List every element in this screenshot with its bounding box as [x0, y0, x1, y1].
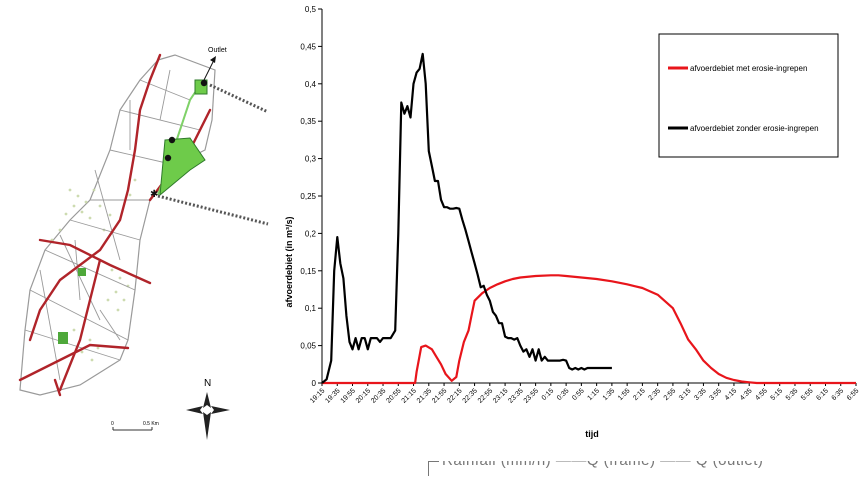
y-axis-label: afvoerdebiet (in m³/s) [284, 216, 294, 307]
compass-icon [186, 392, 230, 440]
y-tick-label: 0,3 [305, 155, 317, 164]
x-tick-label: 19:15 [309, 387, 326, 404]
x-tick-label: 19:55 [340, 387, 357, 404]
vegetation-hatch [50, 178, 137, 362]
legend-label-red: afvoerdebiet met erosie-ingrepen [690, 64, 807, 73]
x-tick-label: 1:35 [602, 387, 617, 402]
x-tick-label: 3:35 [693, 387, 708, 402]
x-tick-label: 5:15 [770, 387, 785, 402]
x-tick-label: 2:15 [632, 387, 647, 402]
north-label: N [204, 378, 211, 389]
cropped-legend-fragment: Rainfall (mm/h) ——Q (frame) —— Q (outlet… [428, 461, 766, 477]
x-tick-label: 6:35 [831, 387, 846, 402]
x-tick-labels: 19:1519:3519:5520:1520:3520:5521:1521:35… [309, 383, 860, 405]
cropped-legend-box [428, 461, 439, 476]
outlet-point [200, 79, 208, 87]
x-tick-label: 20:55 [385, 387, 402, 404]
x-tick-label: 0:35 [556, 387, 571, 402]
x-tick-label: 21:15 [401, 387, 418, 404]
y-tick-label: 0,4 [305, 80, 317, 89]
x-axis-label: tijd [585, 429, 599, 439]
x-tick-label: 21:55 [431, 387, 448, 404]
y-tick-labels: 0 0,05 0,1 0,15 0,2 0,25 0,3 0,35 0,4 0,45 0,5 [300, 5, 322, 388]
x-tick-label: 22:35 [462, 387, 479, 404]
x-tick-label: 1:15 [586, 387, 601, 402]
leader-line-top [209, 83, 269, 114]
x-tick-label: 3:15 [678, 387, 693, 402]
field-green-2 [58, 332, 68, 344]
chart-series [321, 52, 856, 385]
x-tick-label: 3:55 [709, 387, 724, 402]
cropped-legend-text: Rainfall (mm/h) ——Q (frame) —— Q (outlet… [442, 461, 763, 469]
x-tick-label: 1:55 [617, 387, 632, 402]
x-tick-label: 2:55 [663, 387, 678, 402]
roads [18, 53, 212, 397]
buffer-pond [159, 137, 206, 197]
y-tick-label: 0 [312, 379, 317, 388]
legend: afvoerdebiet met erosie-ingrepen afvoerd… [658, 33, 839, 158]
leader-line-bottom [157, 194, 269, 226]
x-tick-label: 6:55 [846, 387, 861, 402]
series-line-met-erosie-ingrepen [322, 274, 856, 385]
catchment-map: ✱ Outlet N 0 0.5 Km [18, 47, 269, 440]
field-boundaries [24, 69, 201, 381]
x-tick-label: 20:15 [355, 387, 372, 404]
y-tick-label: 0,35 [300, 117, 316, 126]
x-tick-label: 4:35 [739, 387, 754, 402]
x-tick-label: 0:15 [541, 387, 556, 402]
x-tick-label: 2:35 [647, 387, 662, 402]
legend-box [658, 33, 839, 158]
measure-point-2 [164, 154, 172, 162]
x-tick-label: 4:55 [754, 387, 769, 402]
x-tick-label: 5:35 [785, 387, 800, 402]
y-tick-label: 0,25 [300, 192, 316, 201]
outlet-arrow [203, 59, 215, 81]
y-tick-label: 0,05 [300, 342, 316, 351]
x-tick-label: 22:55 [477, 387, 494, 404]
field-green-1 [78, 268, 86, 276]
x-tick-label: 5:55 [800, 387, 815, 402]
scale-start-label: 0 [111, 421, 114, 427]
x-tick-label: 23:55 [523, 387, 540, 404]
y-tick-label: 0,2 [305, 229, 317, 238]
outlet-arrow-head [210, 56, 216, 63]
x-tick-label: 22:15 [446, 387, 463, 404]
outlet-label: Outlet [208, 47, 227, 54]
x-tick-label: 23:15 [492, 387, 509, 404]
scale-end-label: 0.5 Km [143, 421, 159, 427]
catchment-boundary [19, 54, 216, 396]
x-tick-label: 6:15 [815, 387, 830, 402]
measure-point-star-icon: ✱ [150, 189, 158, 200]
x-tick-label: 20:35 [370, 387, 387, 404]
y-tick-label: 0,1 [305, 304, 317, 313]
x-tick-label: 0:55 [571, 387, 586, 402]
y-tick-label: 0,45 [300, 42, 316, 51]
x-tick-label: 23:35 [507, 387, 524, 404]
x-tick-label: 19:35 [324, 387, 341, 404]
x-tick-label: 4:15 [724, 387, 739, 402]
legend-label-black: afvoerdebiet zonder erosie-ingrepen [690, 124, 819, 133]
y-tick-label: 0,5 [305, 5, 317, 14]
y-tick-label: 0,15 [300, 267, 316, 276]
x-tick-label: 21:35 [416, 387, 433, 404]
measure-point-1 [168, 136, 176, 144]
series-line-zonder-erosie-ingrepen [321, 52, 612, 384]
